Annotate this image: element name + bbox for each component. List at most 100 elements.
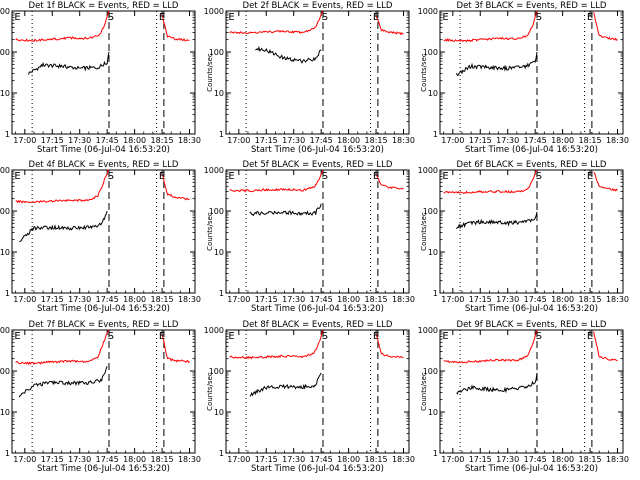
x-tick-label: 17:30 bbox=[68, 136, 91, 145]
events-series-line bbox=[28, 51, 110, 75]
y-tick-label: 10 bbox=[0, 89, 10, 98]
x-tick-label: 17:45 bbox=[310, 455, 333, 464]
y-tick-label: 1000 bbox=[0, 166, 10, 175]
event-marker-label: S bbox=[108, 331, 114, 342]
y-tick-label: 1 bbox=[433, 130, 438, 139]
x-tick-label: 18:00 bbox=[337, 455, 360, 464]
y-tick-label: 10 bbox=[214, 408, 224, 417]
x-tick-label: 17:30 bbox=[282, 455, 305, 464]
event-marker-label: E bbox=[442, 171, 448, 182]
lld-series-line bbox=[443, 169, 538, 195]
x-tick-label: 18:15 bbox=[579, 295, 602, 304]
event-marker-label: S bbox=[536, 331, 542, 342]
x-tick-label: 17:15 bbox=[469, 295, 492, 304]
chart-title: Det 1f BLACK = Events, RED = LLD bbox=[29, 1, 179, 11]
event-marker-label: E bbox=[373, 12, 379, 23]
x-tick-label: 18:30 bbox=[178, 295, 201, 304]
y-tick-label: 100 bbox=[209, 367, 224, 376]
lld-series-line bbox=[443, 329, 538, 364]
x-tick-label: 17:00 bbox=[441, 136, 464, 145]
y-tick-label: 10 bbox=[428, 248, 438, 257]
event-marker-label: E bbox=[587, 12, 593, 23]
x-axis-label: Start Time (06-Jul-04 16:53:20) bbox=[37, 464, 170, 474]
chart-title: Det 5f BLACK = Events, RED = LLD bbox=[243, 160, 393, 170]
chart-title: Det 7f BLACK = Events, RED = LLD bbox=[29, 320, 179, 330]
y-axis-label: Counts/sec bbox=[420, 372, 428, 411]
event-marker-label: E bbox=[587, 171, 593, 182]
x-axis-label: Start Time (06-Jul-04 16:53:20) bbox=[37, 145, 170, 155]
x-tick-label: 18:00 bbox=[123, 136, 146, 145]
x-tick-label: 18:15 bbox=[579, 455, 602, 464]
x-tick-label: 17:30 bbox=[282, 136, 305, 145]
y-tick-label: 1000 bbox=[0, 7, 10, 16]
plot-frame bbox=[225, 329, 410, 454]
lld-series-line bbox=[15, 10, 110, 42]
x-tick-label: 17:00 bbox=[13, 295, 36, 304]
x-tick-label: 18:30 bbox=[606, 136, 629, 145]
chart-title: Det 3f BLACK = Events, RED = LLD bbox=[457, 1, 607, 11]
lld-series-line bbox=[593, 331, 618, 362]
x-tick-label: 18:30 bbox=[392, 295, 415, 304]
lld-series-line bbox=[15, 169, 110, 204]
x-axis-label: Start Time (06-Jul-04 16:53:20) bbox=[251, 145, 384, 155]
x-tick-label: 17:30 bbox=[496, 295, 519, 304]
lld-series-line bbox=[443, 10, 538, 43]
y-tick-label: 100 bbox=[209, 48, 224, 57]
x-tick-label: 17:30 bbox=[282, 295, 305, 304]
y-tick-label: 1 bbox=[5, 130, 10, 139]
event-marker-label: E bbox=[159, 331, 165, 342]
y-tick-label: 100 bbox=[209, 207, 224, 216]
y-tick-label: 1 bbox=[5, 449, 10, 458]
event-marker-label: E bbox=[14, 331, 20, 342]
chart-panel-5: Det 5f BLACK = Events, RED = LLD 1 10 100 10… bbox=[204, 160, 415, 314]
y-tick-label: 1000 bbox=[0, 326, 10, 335]
chart-panel-3: Det 3f BLACK = Events, RED = LLD 1 10 100 10… bbox=[418, 1, 629, 155]
y-axis-label: Counts/sec bbox=[420, 212, 428, 251]
event-marker-label: E bbox=[587, 331, 593, 342]
x-tick-label: 18:00 bbox=[123, 455, 146, 464]
plot-frame bbox=[225, 10, 410, 135]
plot-frame bbox=[225, 169, 410, 294]
x-tick-label: 17:00 bbox=[227, 295, 250, 304]
x-tick-label: 17:00 bbox=[13, 136, 36, 145]
x-tick-label: 17:00 bbox=[441, 295, 464, 304]
x-tick-label: 18:15 bbox=[365, 295, 388, 304]
x-tick-label: 18:30 bbox=[606, 295, 629, 304]
x-axis-label: Start Time (06-Jul-04 16:53:20) bbox=[465, 145, 598, 155]
x-tick-label: 17:15 bbox=[255, 455, 278, 464]
event-marker-label: E bbox=[373, 171, 379, 182]
events-series-line bbox=[249, 372, 322, 397]
chart-title: Det 2f BLACK = Events, RED = LLD bbox=[243, 1, 393, 11]
x-tick-label: 18:30 bbox=[178, 136, 201, 145]
chart-title: Det 4f BLACK = Events, RED = LLD bbox=[29, 160, 179, 170]
event-marker-label: S bbox=[536, 12, 542, 23]
y-tick-label: 10 bbox=[214, 89, 224, 98]
lld-series-line bbox=[229, 10, 324, 35]
x-tick-label: 18:30 bbox=[392, 455, 415, 464]
y-tick-label: 100 bbox=[423, 48, 438, 57]
event-marker-label: E bbox=[373, 331, 379, 342]
y-tick-label: 10 bbox=[214, 248, 224, 257]
events-series-line bbox=[456, 51, 538, 77]
y-tick-label: 1000 bbox=[204, 166, 224, 175]
x-tick-label: 18:00 bbox=[551, 295, 574, 304]
events-series-line bbox=[456, 372, 538, 395]
x-tick-label: 17:30 bbox=[496, 136, 519, 145]
event-marker-label: E bbox=[228, 12, 234, 23]
y-tick-label: 1 bbox=[219, 130, 224, 139]
chart-panel-1: Det 1f BLACK = Events, RED = LLD 1 10 100 10… bbox=[0, 1, 201, 155]
x-axis-label: Start Time (06-Jul-04 16:53:20) bbox=[465, 304, 598, 314]
lld-series-line bbox=[593, 171, 618, 192]
x-tick-label: 18:00 bbox=[123, 295, 146, 304]
x-tick-label: 18:15 bbox=[151, 136, 174, 145]
y-tick-label: 1000 bbox=[418, 7, 438, 16]
y-tick-label: 1000 bbox=[204, 326, 224, 335]
lld-series-line bbox=[593, 12, 618, 41]
chart-title: Det 6f BLACK = Events, RED = LLD bbox=[457, 160, 607, 170]
x-tick-label: 17:15 bbox=[255, 295, 278, 304]
x-tick-label: 18:15 bbox=[151, 295, 174, 304]
y-tick-label: 1 bbox=[5, 289, 10, 298]
y-tick-label: 10 bbox=[0, 408, 10, 417]
lld-series-line bbox=[375, 15, 404, 36]
